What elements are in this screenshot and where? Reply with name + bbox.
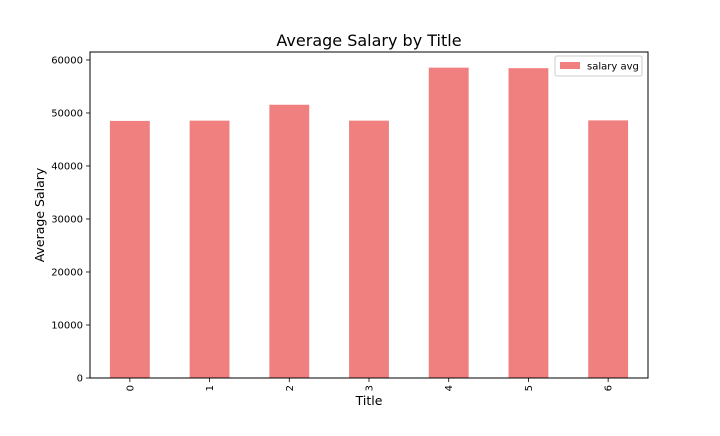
bar-3: [349, 120, 389, 379]
y-tick-label: 0: [77, 374, 83, 385]
bar-2: [269, 104, 310, 379]
bar-1: [189, 120, 230, 379]
x-tick-label: 1: [205, 385, 216, 391]
x-tick-label: 2: [285, 385, 296, 391]
y-tick-label: 20000: [51, 267, 83, 278]
y-tick-label: 10000: [51, 320, 83, 331]
y-tick-label: 50000: [51, 108, 83, 119]
bar-4: [428, 67, 469, 378]
x-tick-label: 3: [365, 385, 376, 391]
x-tick-label: 4: [444, 385, 455, 391]
legend-swatch: [560, 62, 580, 69]
x-axis-ticks: 0 1 2 3 4 5 6: [125, 378, 615, 391]
legend-label: salary avg: [587, 62, 639, 73]
bar-5: [508, 68, 549, 379]
y-axis-label: Average Salary: [32, 167, 47, 262]
bar-6: [588, 120, 629, 378]
y-axis-ticks: 0 10000 20000 30000 40000 50000 60000: [51, 55, 90, 385]
bars-layer: [109, 67, 629, 379]
x-tick-label: 5: [524, 385, 535, 391]
x-axis-label: Title: [355, 393, 383, 408]
y-tick-label: 30000: [51, 214, 83, 225]
x-tick-label: 6: [604, 385, 615, 391]
bar-0: [109, 120, 150, 378]
y-tick-label: 60000: [51, 55, 83, 66]
plot-frame: [89, 51, 649, 379]
legend-box: [554, 55, 643, 77]
legend: salary avg: [554, 55, 643, 77]
y-tick-label: 40000: [51, 161, 83, 172]
chart-title: Average Salary by Title: [276, 31, 461, 50]
x-tick-label: 0: [125, 385, 136, 391]
